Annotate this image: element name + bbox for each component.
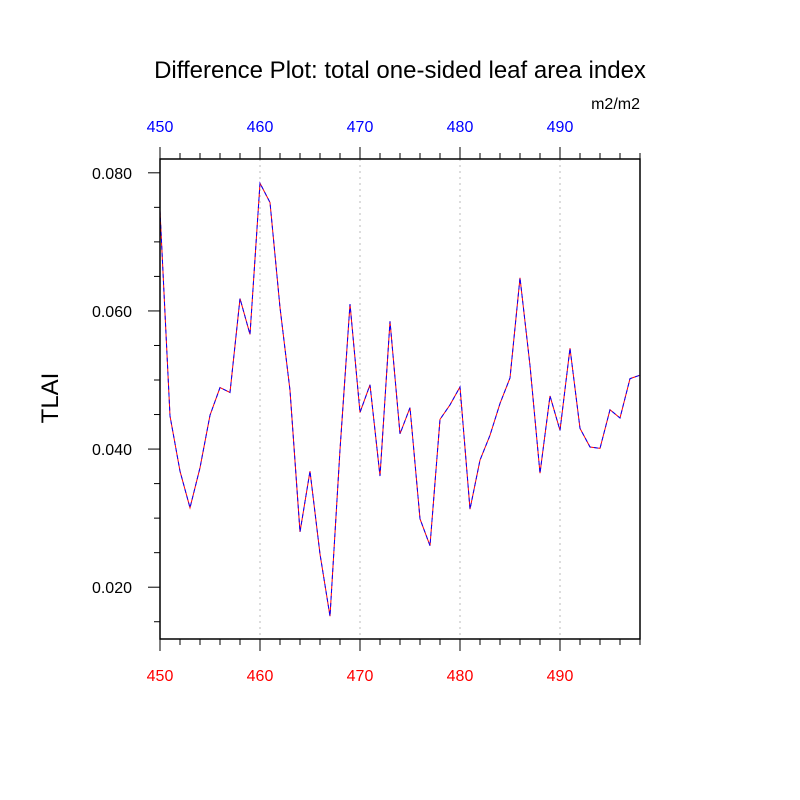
x-tick-label: 480 <box>447 668 474 685</box>
y-tick-label: 0.020 <box>92 580 132 597</box>
grid-layer <box>259 159 561 639</box>
x-tick-label-top: 450 <box>147 119 174 136</box>
label-layer: 450 450 460 460 470 470 480 480 490 490 0.020 0.040… <box>92 119 573 685</box>
x-tick-label-top: 460 <box>247 119 274 136</box>
chart-title: Difference Plot: total one-sided leaf ar… <box>154 57 646 84</box>
series-line <box>159 181 641 617</box>
plot-frame <box>159 158 641 640</box>
series-line <box>159 181 641 617</box>
y-tick-label: 0.080 <box>92 166 132 183</box>
y-tick-label: 0.060 <box>92 304 132 321</box>
x-tick-label: 460 <box>247 668 274 685</box>
x-tick-label-top: 490 <box>547 119 574 136</box>
y-axis-label: TLAI <box>37 373 64 424</box>
x-tick-label-top: 470 <box>347 119 374 136</box>
y-tick-label: 0.040 <box>92 442 132 459</box>
series-layer <box>159 181 641 617</box>
x-tick-label-top: 480 <box>447 119 474 136</box>
tick-layer <box>148 147 641 651</box>
x-tick-label: 470 <box>347 668 374 685</box>
x-tick-label: 450 <box>147 668 174 685</box>
x-tick-label: 490 <box>547 668 574 685</box>
units-label: m2/m2 <box>591 96 640 113</box>
